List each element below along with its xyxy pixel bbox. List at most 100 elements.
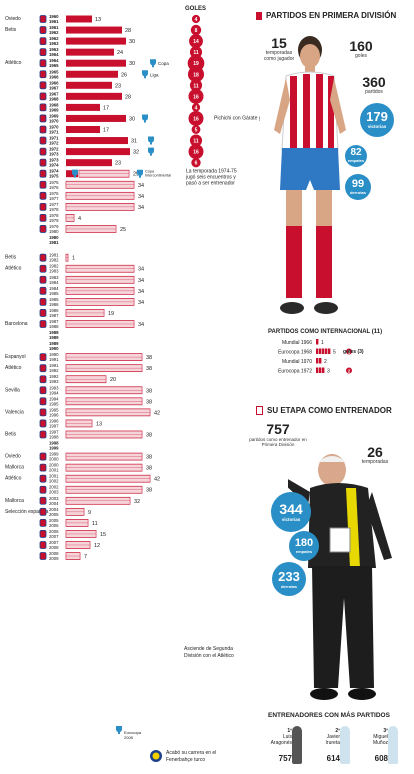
intl-bar-1-4 [328, 348, 331, 354]
coach-value-34: 7 [84, 554, 87, 560]
coach-bar-20 [65, 397, 143, 406]
coach-bar-26 [65, 463, 143, 472]
coach-empates-circle: 180 empates [289, 531, 319, 561]
goles-header: GOLES [185, 6, 206, 12]
season-player-11-a: 1971 [49, 136, 59, 141]
coach-bar-17 [65, 364, 143, 373]
player-value-3: 24 [117, 50, 123, 56]
coach-value-2: 34 [138, 194, 144, 200]
coach-bar-13 [65, 320, 135, 328]
intl-label-3: Eurocopa 1972 [278, 369, 312, 375]
ranking-pos: 3º [383, 728, 388, 734]
season-player-14-b: 1975 [49, 174, 59, 179]
goles-value-13: 6 [195, 161, 198, 167]
trophy-liga-icon [142, 70, 148, 79]
coach-bar-32 [65, 530, 97, 538]
season-player-13-a: 1973 [49, 158, 59, 163]
ranking-figure-icon [292, 726, 302, 764]
trophy-intercontinental-icon [137, 169, 143, 178]
intl-bar-0-0 [316, 339, 319, 345]
intl-value-1: 5 [333, 350, 336, 356]
crest-coach-2 [39, 191, 47, 200]
crest-player-1 [39, 26, 47, 34]
coach-bar-0 [78, 169, 130, 178]
coach-victorias-circle: 344 victorias [271, 492, 311, 532]
goles-circle-9 [188, 110, 204, 126]
crest-coach-34 [39, 552, 47, 560]
crest-coach-23 [39, 430, 47, 439]
season-coach-2-b: 1977 [49, 196, 59, 201]
goles-circle-10 [191, 125, 201, 134]
crest-player-6 [39, 81, 47, 90]
fenerbahce-crest-inner [152, 752, 160, 760]
season-coach-30-a: 2004 [49, 507, 59, 512]
player-temporadas-label: temporadas como jugador [263, 50, 295, 62]
header-entrenadores-mas: ENTRENADORES CON MÁS PARTIDOS [268, 712, 390, 719]
annot-liga: Liga [150, 72, 159, 77]
header-entrenador: SU ETAPA COMO ENTRENADOR [267, 406, 392, 415]
season-coach-6-a: 1980 [49, 235, 59, 240]
season-coach-20-b: 1995 [49, 401, 59, 406]
intl-label-1: Eurocopa 1968 [278, 350, 312, 356]
crest-player-8 [39, 103, 47, 112]
crest-coach-31 [39, 518, 47, 527]
goles-circle-3 [189, 46, 203, 59]
crest-player-14 [39, 169, 47, 178]
crest-coach-18 [39, 375, 47, 384]
coach-bar-12 [65, 309, 105, 317]
annot-acabo-b: Fenerbahçe turco [166, 757, 205, 763]
intl-goal-value-3: 2 [348, 368, 351, 373]
goles-value-1: 8 [195, 28, 198, 34]
player-victorias-label: victorias [367, 124, 387, 129]
crest-coach-22 [39, 419, 47, 428]
ranking-pos: 2º [335, 728, 340, 734]
crest-player-11 [39, 136, 47, 145]
intl-bar-2-1 [319, 358, 322, 364]
season-coach-23-b: 1998 [49, 434, 59, 439]
season-coach-2-a: 1976 [49, 191, 59, 196]
crest-coach-9 [39, 275, 47, 284]
goles-circle-8 [191, 103, 201, 112]
season-coach-15-a: 1989 [49, 341, 59, 346]
season-coach-31-b: 2006 [49, 523, 59, 528]
crest-player-2 [39, 37, 47, 45]
coach-partidos: 757 partidos como entrenador en Primera … [248, 421, 308, 447]
ranking-pos: 1º [287, 728, 292, 734]
season-coach-9-a: 1983 [49, 275, 59, 280]
team-label-0: Oviedo [5, 16, 21, 22]
ranking-item: 2º Javier Irureta 614 [310, 724, 358, 772]
player-bar-2 [66, 37, 126, 45]
season-coach-1-a: 1975 [49, 180, 59, 185]
player-bar-9 [66, 114, 126, 122]
season-coach-4-b: 1979 [49, 218, 59, 223]
player-derrotas-circle: 99 derrotas [345, 174, 371, 200]
player-bar-10 [66, 126, 100, 133]
season-coach-16-a: 1990 [49, 352, 59, 357]
coach-value-10: 34 [138, 289, 144, 295]
ranking-name: Javier Irureta [325, 734, 340, 746]
coach-bar-33 [65, 541, 91, 549]
ranking-list: 1º Luis Aragonés 757 2º Javier Irureta 614 3º M… [262, 724, 412, 772]
season-coach-24-a: 1998 [49, 441, 59, 446]
coach-team-label-13: Barcelona [5, 321, 28, 327]
player-value-9: 30 [129, 116, 135, 122]
crest-coach-11 [39, 297, 47, 306]
coach-value-20: 38 [146, 399, 152, 405]
player-bar-3 [66, 48, 114, 56]
trophy-copa-icon [150, 59, 156, 68]
intl-label-2: Mundial 1970 [282, 359, 312, 365]
crest-coach-13 [39, 320, 47, 328]
coach-value-0: 25 [133, 172, 139, 178]
crest-coach-7 [39, 253, 47, 262]
season-coach-33-a: 2007 [49, 540, 59, 545]
crest-player-12 [39, 147, 47, 156]
season-coach-18-b: 1993 [49, 379, 59, 384]
season-coach-6-b: 1981 [49, 240, 59, 245]
season-coach-15-b: 1990 [49, 346, 59, 351]
goles-value-12: 16 [193, 150, 199, 156]
intl-goal-value-1: 1 [348, 349, 351, 354]
coach-partidos-value: 757 [266, 421, 290, 437]
coach-value-33: 12 [94, 543, 100, 549]
season-player-12-a: 1972 [49, 147, 59, 152]
intl-label-0: Mundial 1966 [282, 340, 312, 346]
